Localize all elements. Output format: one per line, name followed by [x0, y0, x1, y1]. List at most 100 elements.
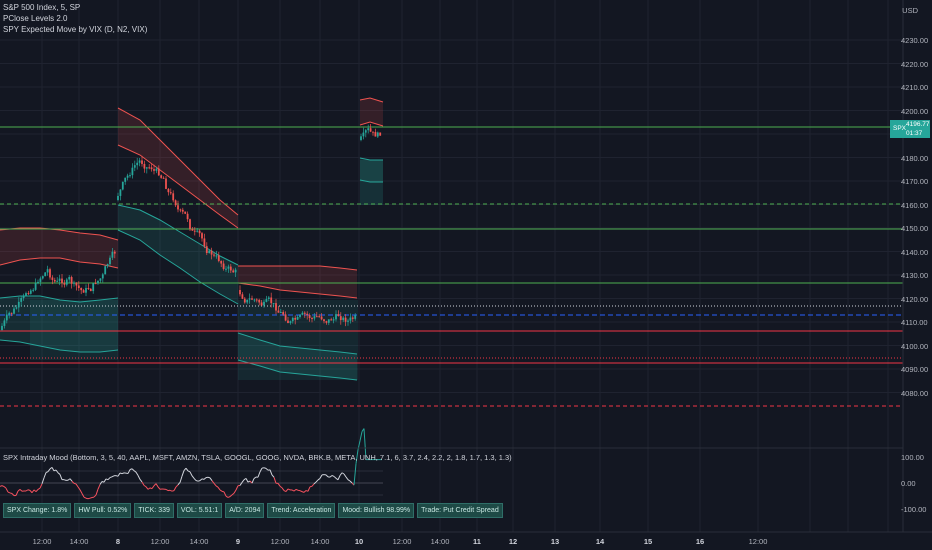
osc-segment [363, 428, 367, 460]
osc-segment [219, 489, 223, 492]
chart-grid [0, 0, 903, 532]
symbol-legend[interactable]: S&P 500 Index, 5, SP [3, 3, 81, 12]
candle-body [109, 257, 111, 265]
upper-band-edge [0, 257, 119, 269]
candle-body [308, 315, 311, 319]
osc-segment [345, 476, 349, 480]
osc-segment [247, 480, 251, 483]
osc-segment [235, 485, 239, 491]
candle-body [89, 288, 92, 292]
osc-segment [229, 494, 233, 498]
osc-segment [265, 467, 269, 471]
osc-segment [301, 491, 305, 493]
osc-segment [93, 494, 97, 498]
candle-body [82, 290, 85, 293]
oscillator-axis-label: -100.00 [901, 505, 927, 514]
upper-band-edge [117, 107, 239, 216]
upper-band-edge [117, 144, 239, 229]
time-axis-label: 14:00 [310, 537, 330, 546]
price-axis-label: 4210.00 [901, 83, 929, 92]
candle-body [296, 317, 299, 320]
osc-segment [241, 479, 245, 483]
upper-band-edge [237, 282, 358, 299]
oscillator-legend[interactable]: SPX Intraday Mood (Bottom, 3, 5, 40, AAP… [3, 453, 512, 462]
candle-body [49, 269, 51, 278]
candle-body [342, 317, 345, 321]
candle-body [46, 269, 49, 273]
candle-body [37, 281, 39, 284]
candle-body [260, 302, 263, 306]
candle-body [255, 299, 258, 301]
candle-body [97, 280, 99, 284]
currency-label[interactable]: USD [902, 6, 918, 15]
candle-body [367, 128, 370, 131]
candle-body [73, 282, 75, 284]
candle-body [131, 167, 134, 176]
time-axis-label: 14:00 [69, 537, 89, 546]
osc-segment [319, 474, 323, 479]
candle-body [347, 320, 349, 322]
candle-body [41, 276, 44, 279]
osc-segment [183, 467, 187, 471]
status-cell: Mood: Bullish 98.99% [338, 503, 415, 518]
osc-segment [37, 487, 41, 490]
time-axis-label: 9 [235, 537, 241, 546]
osc-segment [315, 479, 319, 483]
osc-segment [47, 468, 51, 472]
candle-body [53, 279, 56, 282]
oscillator-axis-label: 0.00 [901, 479, 916, 488]
candle-body [186, 213, 189, 220]
osc-segment [155, 483, 159, 488]
osc-segment [179, 476, 183, 483]
candle-body [17, 301, 20, 308]
osc-segment [329, 475, 333, 478]
osc-segment [295, 488, 299, 491]
upper-band [0, 228, 118, 268]
osc-segment [185, 467, 189, 472]
candle-body [179, 209, 182, 211]
candle-body [267, 297, 270, 300]
osc-segment [225, 495, 229, 498]
osc-segment [53, 469, 57, 472]
price-axis-label: 4140.00 [901, 247, 929, 257]
candle-body [153, 169, 155, 171]
lower-band [0, 296, 118, 352]
candle-body [32, 289, 35, 291]
osc-segment [157, 486, 161, 490]
candle-body [85, 288, 87, 293]
candle-body [136, 162, 139, 166]
candle-body [277, 310, 280, 313]
time-axis-label: 13 [550, 537, 560, 546]
candle-body [332, 319, 335, 321]
candle-body [77, 285, 80, 289]
candle-body [80, 288, 83, 291]
candle-body [25, 293, 27, 296]
price-axis-label: 4120.00 [901, 294, 929, 304]
candle-body [337, 314, 340, 317]
candle-body [330, 319, 333, 321]
candle-body [113, 251, 116, 254]
candle-body [232, 270, 235, 273]
candle-body [287, 320, 289, 324]
osc-segment [127, 469, 131, 474]
osc-segment [259, 467, 263, 473]
price-axis-label: 4230.00 [901, 36, 929, 45]
candle-body [65, 279, 68, 285]
osc-segment [81, 493, 85, 498]
osc-segment [171, 490, 175, 492]
candle-body [94, 283, 97, 285]
time-axis-label: 16 [695, 537, 705, 546]
candle-body [155, 168, 158, 171]
time-axis-label: 15 [643, 537, 653, 546]
indicator-legend-pclose[interactable]: PClose Levels 2.0 [3, 14, 68, 23]
candle-body [20, 298, 23, 302]
indicator-legend-expected-move[interactable]: SPY Expected Move by VIX (D, N2, VIX) [3, 25, 148, 34]
day-range-box [238, 300, 358, 380]
time-axis-label: 12:00 [150, 537, 170, 546]
price-axis-label: 4150.00 [901, 224, 929, 233]
lower-band-edge [237, 359, 358, 381]
candle-body [106, 264, 109, 267]
osc-segment [287, 488, 291, 491]
candle-body [196, 230, 199, 232]
